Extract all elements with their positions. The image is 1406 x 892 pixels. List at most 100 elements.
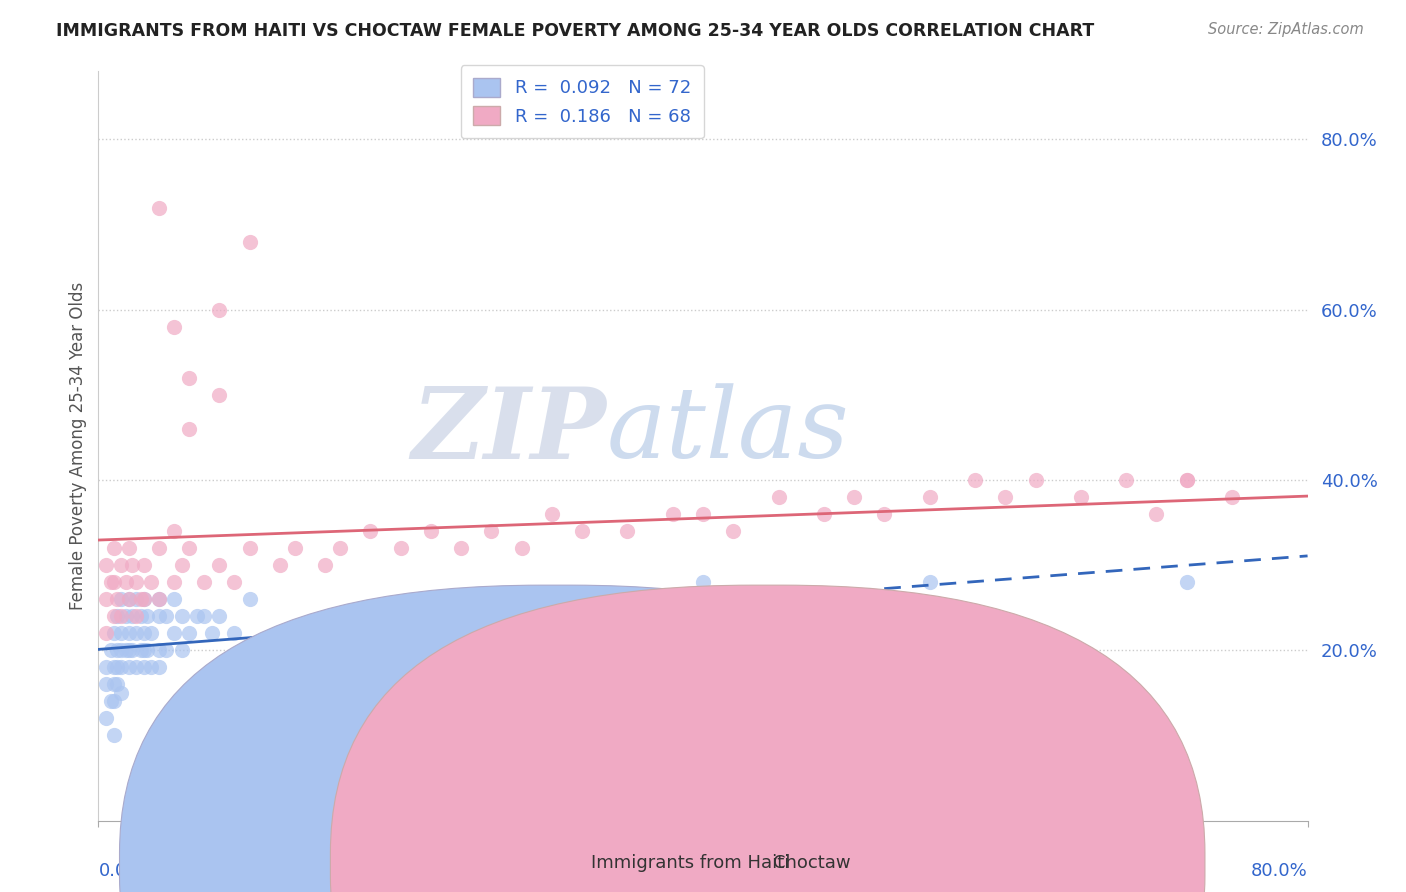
Point [148, 609, 170, 624]
Point [1175, 473, 1198, 487]
Point [110, 660, 132, 674]
Point [616, 524, 638, 538]
Point [201, 626, 224, 640]
Point [239, 235, 262, 249]
Point [94, 711, 117, 725]
Text: atlas: atlas [606, 384, 849, 479]
Point [132, 660, 155, 674]
Point [148, 643, 170, 657]
Point [103, 694, 125, 708]
Y-axis label: Female Poverty Among 25-34 Year Olds: Female Poverty Among 25-34 Year Olds [69, 282, 87, 610]
Point [163, 626, 186, 640]
Point [844, 490, 866, 504]
Point [661, 507, 683, 521]
Point [103, 541, 125, 556]
Point [193, 575, 215, 590]
Point [465, 626, 488, 640]
Point [132, 626, 155, 640]
Point [224, 575, 246, 590]
Legend: R =  0.092   N = 72, R =  0.186   N = 68: R = 0.092 N = 72, R = 0.186 N = 68 [461, 65, 703, 138]
Point [118, 643, 141, 657]
Point [873, 507, 896, 521]
Point [163, 319, 186, 334]
Point [1024, 473, 1046, 487]
Point [768, 490, 790, 504]
Point [141, 626, 163, 640]
Point [103, 609, 125, 624]
Point [481, 524, 503, 538]
Point [269, 558, 291, 573]
Point [114, 609, 136, 624]
Point [141, 575, 163, 590]
Point [103, 677, 125, 691]
Point [170, 558, 193, 573]
Point [110, 686, 132, 700]
Point [110, 626, 132, 640]
Point [965, 473, 987, 487]
Point [510, 541, 533, 556]
Point [105, 677, 128, 691]
Point [94, 626, 117, 640]
Point [94, 558, 117, 573]
Point [224, 626, 246, 640]
Point [129, 609, 152, 624]
Point [155, 643, 177, 657]
Point [389, 541, 412, 556]
Text: IMMIGRANTS FROM HAITI VS CHOCTAW FEMALE POVERTY AMONG 25-34 YEAR OLDS CORRELATIO: IMMIGRANTS FROM HAITI VS CHOCTAW FEMALE … [56, 22, 1094, 40]
Point [1070, 694, 1092, 708]
Point [110, 592, 132, 607]
Point [284, 541, 307, 556]
Point [239, 592, 262, 607]
Point [510, 609, 533, 624]
Point [121, 609, 143, 624]
Point [110, 643, 132, 657]
Point [100, 575, 122, 590]
Point [918, 575, 941, 590]
Text: Source: ZipAtlas.com: Source: ZipAtlas.com [1208, 22, 1364, 37]
Point [208, 302, 231, 317]
Point [616, 609, 638, 624]
Point [186, 609, 208, 624]
Point [239, 660, 262, 674]
Point [360, 524, 382, 538]
Point [125, 660, 148, 674]
Point [170, 609, 193, 624]
Point [125, 609, 148, 624]
Point [1144, 507, 1167, 521]
Point [179, 626, 201, 640]
Text: Choctaw: Choctaw [773, 855, 851, 872]
Point [125, 575, 148, 590]
Point [105, 643, 128, 657]
Point [135, 609, 157, 624]
Point [918, 490, 941, 504]
Point [110, 558, 132, 573]
Point [1220, 490, 1243, 504]
Text: 80.0%: 80.0% [1251, 862, 1308, 880]
Point [121, 643, 143, 657]
Point [540, 626, 562, 640]
Point [163, 575, 186, 590]
Point [389, 626, 412, 640]
Point [100, 643, 122, 657]
Point [329, 609, 352, 624]
Point [103, 660, 125, 674]
Point [148, 592, 170, 607]
Point [148, 660, 170, 674]
Point [94, 592, 117, 607]
Point [103, 575, 125, 590]
Point [148, 201, 170, 215]
Point [208, 558, 231, 573]
Text: Immigrants from Haiti: Immigrants from Haiti [591, 855, 789, 872]
Point [1115, 473, 1137, 487]
Point [239, 541, 262, 556]
Point [540, 507, 562, 521]
Point [129, 643, 152, 657]
Point [420, 609, 443, 624]
Point [132, 558, 155, 573]
Point [193, 609, 215, 624]
Point [813, 507, 835, 521]
Point [269, 626, 291, 640]
Point [132, 592, 155, 607]
Point [994, 490, 1017, 504]
Point [118, 626, 141, 640]
